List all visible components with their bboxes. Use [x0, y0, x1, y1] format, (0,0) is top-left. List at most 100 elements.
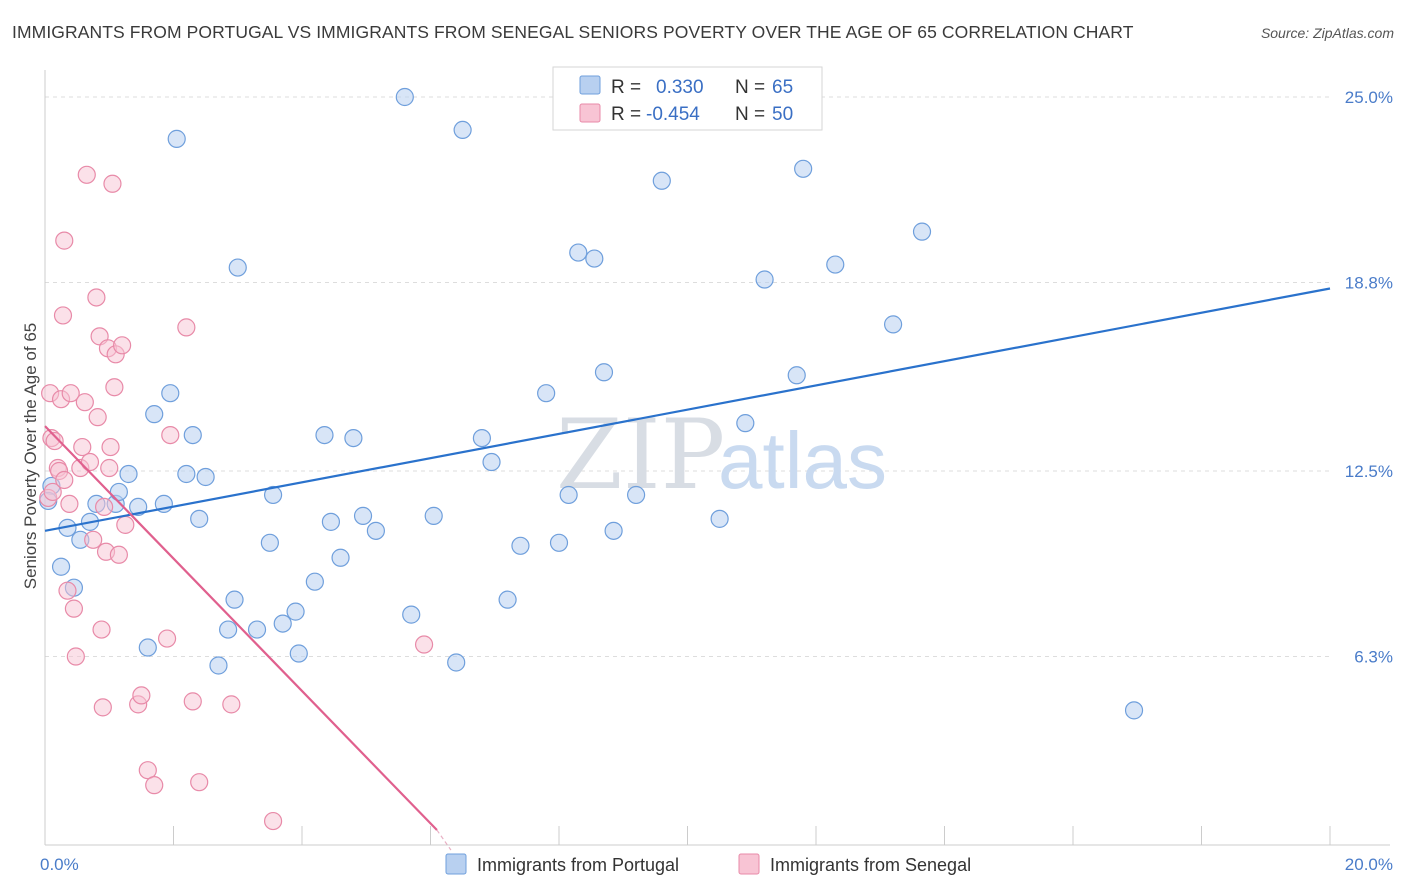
point-portugal-28 — [286, 602, 305, 621]
legend-n-label-1: N = — [735, 77, 765, 98]
point-portugal-47 — [549, 533, 569, 552]
point-senegal-29 — [101, 437, 120, 457]
point-senegal-47 — [414, 635, 434, 654]
point-senegal-46 — [263, 811, 283, 831]
legend-r-label-1: R = — [611, 77, 641, 98]
point-senegal-42 — [177, 318, 196, 337]
point-portugal-55 — [710, 509, 729, 528]
chart-title: IMMIGRANTS FROM PORTUGAL VS IMMIGRANTS F… — [12, 22, 1134, 42]
point-portugal-12 — [145, 405, 164, 424]
point-portugal-34 — [344, 428, 363, 448]
trend-line-senegal — [44, 425, 438, 831]
legend-n-value-portugal: 65 — [772, 77, 793, 98]
point-portugal-15 — [167, 129, 186, 148]
gridlines — [45, 96, 1330, 658]
point-senegal-7 — [53, 306, 73, 325]
point-portugal-22 — [225, 590, 244, 609]
point-senegal-10 — [60, 494, 79, 514]
point-portugal-50 — [585, 249, 604, 268]
point-portugal-42 — [472, 428, 491, 448]
point-portugal-8 — [109, 482, 128, 502]
point-senegal-11 — [61, 384, 80, 403]
point-portugal-39 — [424, 506, 443, 525]
legend-r-value-portugal: 0.330 — [656, 77, 704, 98]
point-senegal-37 — [132, 686, 151, 705]
point-portugal-27 — [273, 614, 292, 633]
y-tick-label-3: 25.0% — [1345, 88, 1393, 107]
point-portugal-14 — [161, 384, 180, 403]
legend-r-value-senegal: -0.454 — [646, 104, 700, 125]
point-senegal-45 — [222, 695, 241, 714]
point-portugal-57 — [755, 270, 774, 289]
point-senegal-28 — [100, 458, 119, 478]
point-senegal-17 — [77, 165, 96, 184]
point-senegal-38 — [138, 761, 157, 780]
point-portugal-31 — [315, 425, 334, 445]
point-senegal-39 — [145, 776, 164, 795]
y-tick-labels: 6.3% 12.5% 18.8% 25.0% — [1345, 88, 1393, 667]
point-senegal-44 — [190, 773, 209, 792]
y-axis-label: Seniors Poverty Over the Age of 65 — [21, 323, 40, 589]
point-senegal-43 — [183, 692, 202, 711]
point-portugal-36 — [366, 521, 385, 540]
point-senegal-12 — [64, 599, 84, 618]
watermark: ZIP atlas — [556, 399, 887, 511]
axes — [44, 70, 1390, 846]
legend-swatch-senegal — [579, 103, 601, 123]
point-portugal-40 — [447, 653, 466, 672]
trend-line-portugal — [44, 287, 1331, 532]
point-portugal-63 — [1124, 701, 1144, 720]
point-senegal-19 — [84, 530, 103, 549]
point-portugal-60 — [826, 255, 845, 274]
point-portugal-41 — [453, 120, 472, 140]
point-portugal-61 — [883, 315, 903, 334]
point-portugal-38 — [402, 605, 421, 624]
point-senegal-9 — [58, 581, 77, 600]
point-portugal-25 — [260, 533, 279, 552]
y-tick-label-1: 12.5% — [1345, 462, 1393, 481]
point-portugal-51 — [594, 363, 614, 382]
point-senegal-18 — [80, 452, 100, 472]
point-senegal-25 — [95, 497, 114, 517]
point-portugal-62 — [912, 222, 932, 241]
point-senegal-8 — [55, 231, 74, 250]
point-portugal-16 — [177, 464, 196, 484]
point-portugal-19 — [196, 467, 215, 487]
point-senegal-48 — [43, 482, 62, 502]
point-senegal-41 — [161, 425, 180, 445]
point-portugal-9 — [119, 464, 138, 484]
bottom-legend: Immigrants from Portugal Immigrants from… — [445, 853, 971, 875]
point-portugal-37 — [395, 87, 414, 107]
bottom-legend-swatch-portugal — [445, 853, 467, 875]
point-senegal-49 — [55, 470, 74, 490]
point-portugal-54 — [652, 171, 671, 190]
point-portugal-48 — [559, 485, 578, 505]
point-portugal-46 — [537, 384, 556, 403]
point-portugal-10 — [129, 497, 148, 517]
point-senegal-23 — [92, 620, 111, 639]
point-senegal-33 — [109, 545, 128, 564]
point-portugal-21 — [219, 620, 238, 639]
point-senegal-16 — [75, 393, 94, 412]
trend-lines — [44, 287, 1331, 851]
x-tick-labels: 0.0% 20.0% — [40, 855, 1393, 874]
x-tick-label-1: 20.0% — [1345, 855, 1393, 874]
point-portugal-29 — [289, 644, 308, 663]
y-tick-label-0: 6.3% — [1354, 648, 1393, 667]
point-portugal-1 — [51, 557, 71, 576]
point-portugal-43 — [482, 452, 501, 472]
point-portugal-30 — [305, 572, 324, 591]
point-portugal-20 — [209, 656, 228, 675]
point-senegal-24 — [93, 698, 112, 717]
point-senegal-40 — [157, 629, 177, 648]
point-senegal-3 — [45, 431, 64, 451]
legend-swatch-portugal — [579, 75, 601, 95]
point-portugal-44 — [498, 590, 517, 609]
point-senegal-13 — [66, 647, 85, 666]
point-senegal-30 — [103, 174, 122, 193]
bottom-legend-portugal: Immigrants from Portugal — [477, 855, 679, 875]
point-senegal-20 — [87, 288, 106, 307]
point-senegal-31 — [105, 378, 124, 397]
legend-n-value-senegal: 50 — [772, 104, 793, 125]
